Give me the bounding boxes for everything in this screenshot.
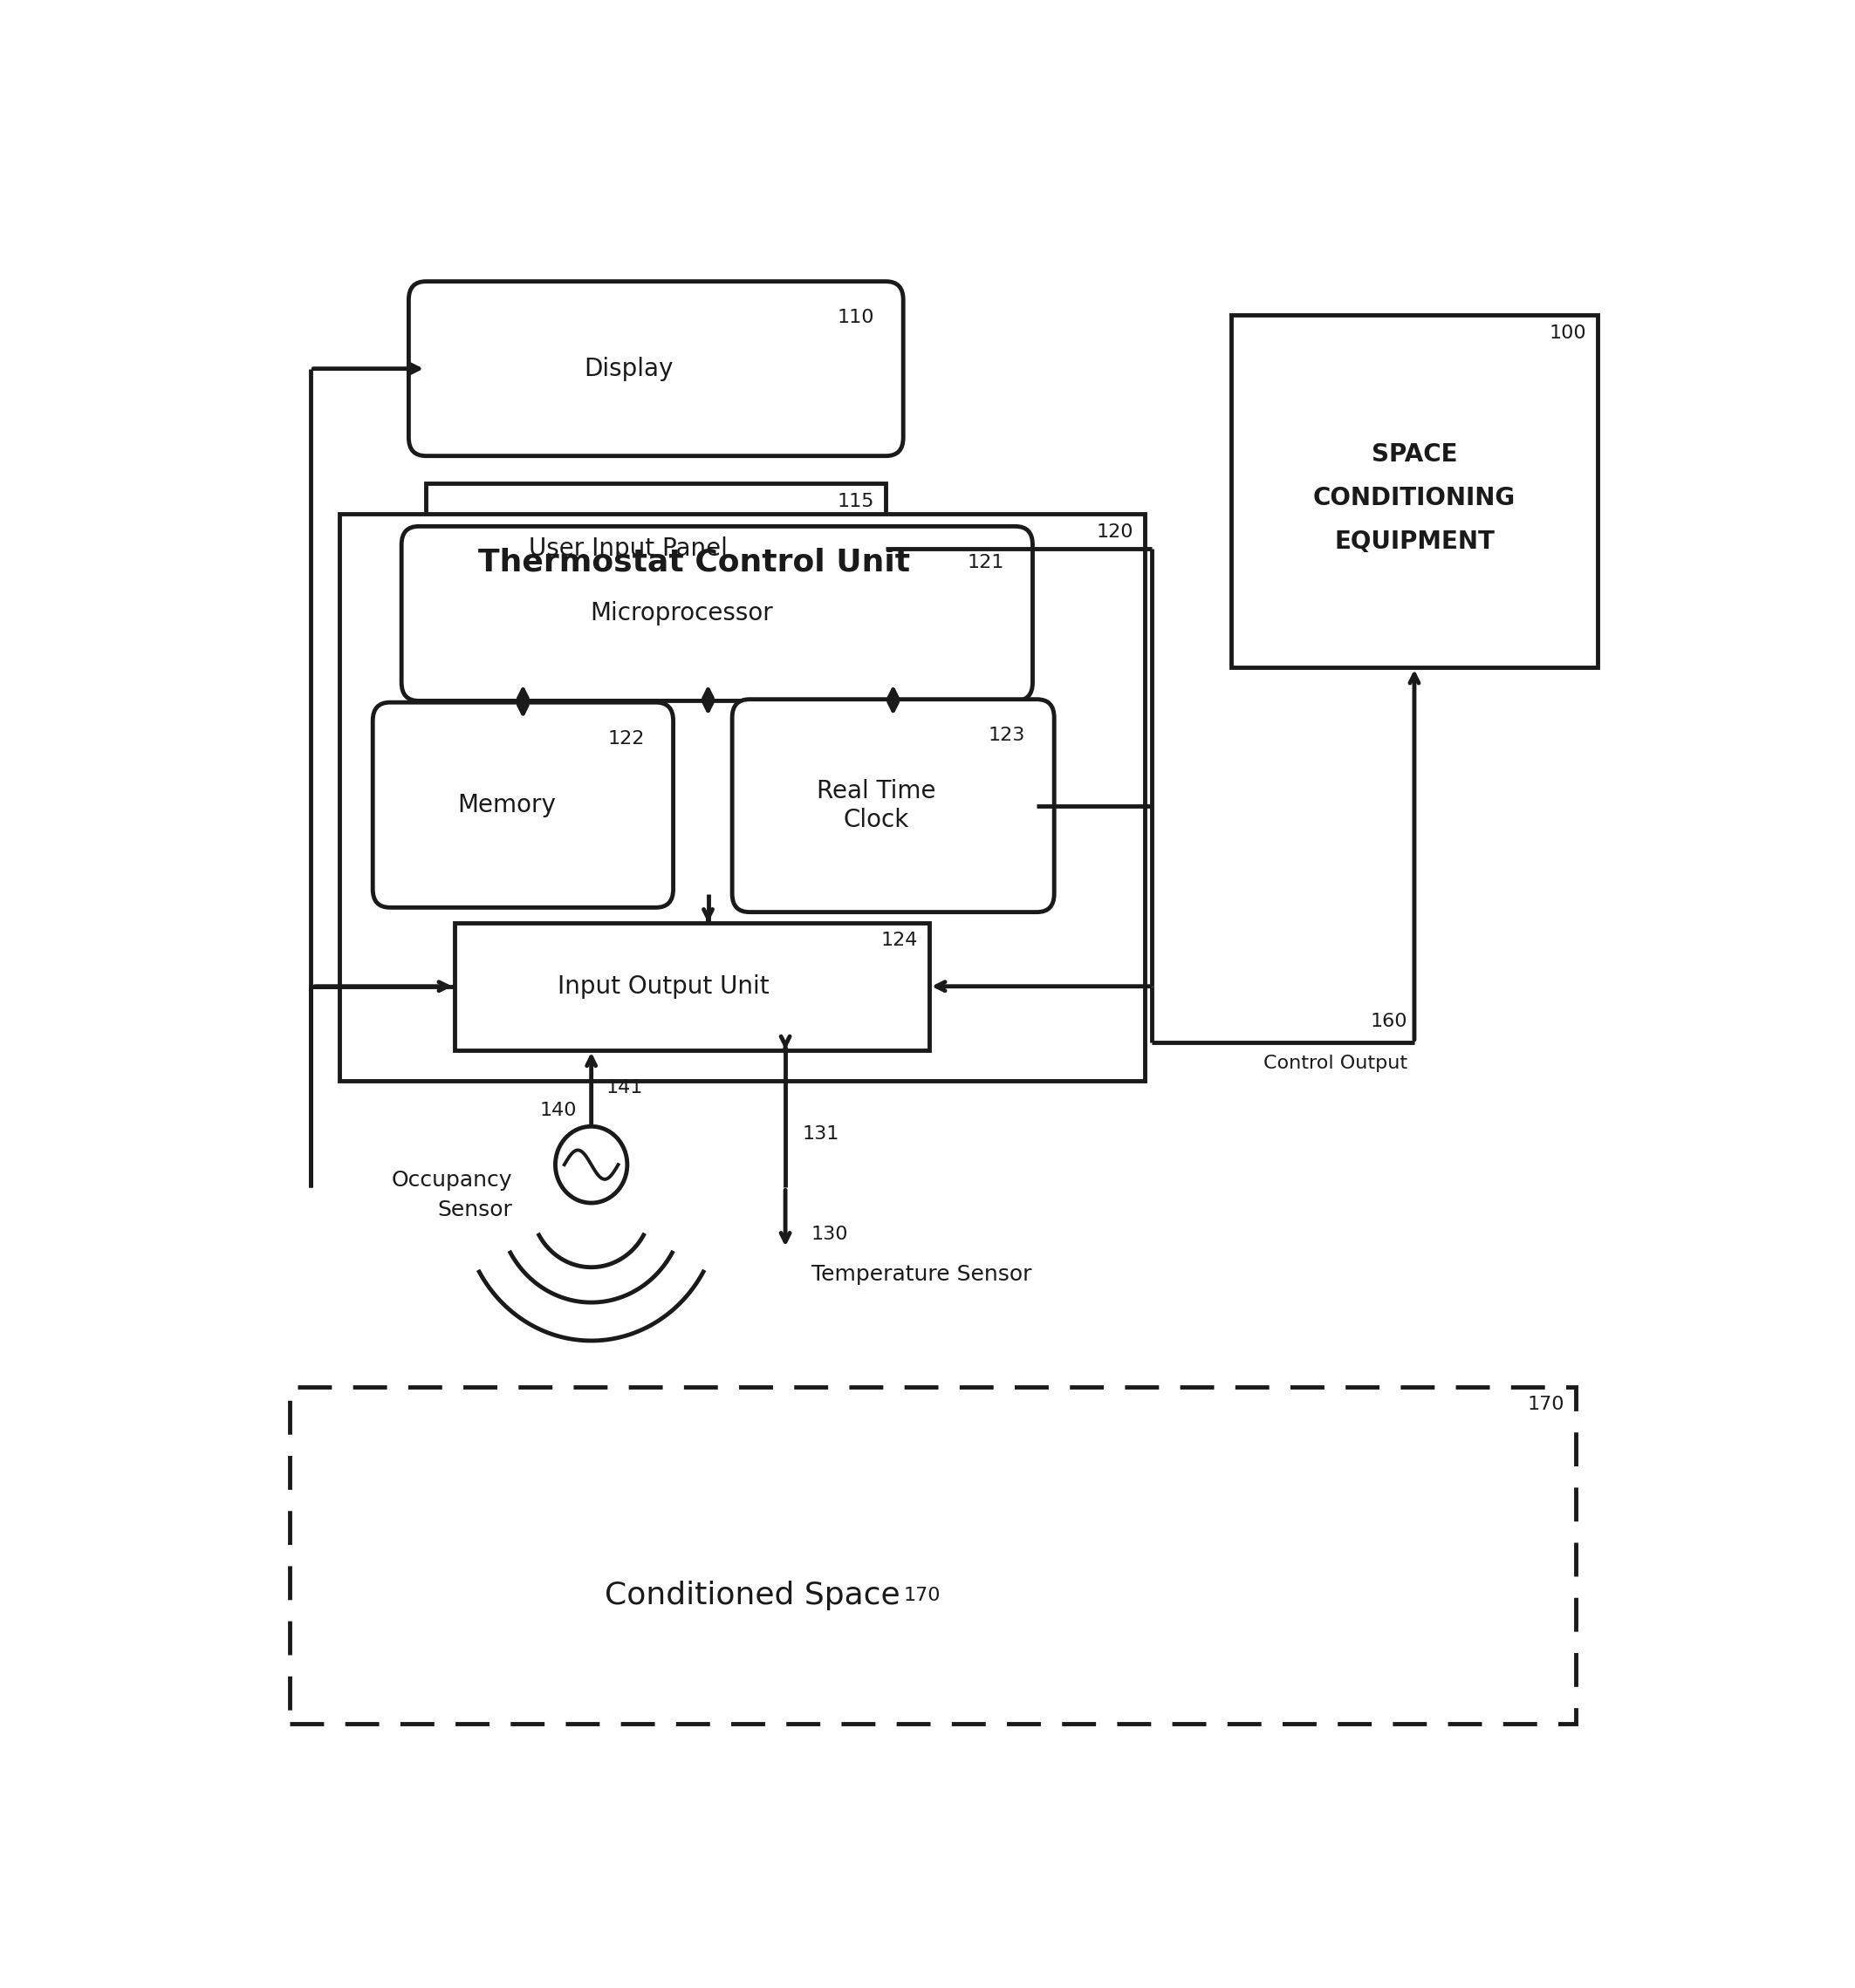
Text: 100: 100 xyxy=(1549,324,1586,342)
Text: Control Output: Control Output xyxy=(1263,1054,1408,1072)
Text: 140: 140 xyxy=(540,1101,577,1119)
Text: Temperature Sensor: Temperature Sensor xyxy=(811,1264,1031,1284)
Text: 170: 170 xyxy=(1527,1396,1564,1413)
Text: 110: 110 xyxy=(837,308,874,326)
Text: Real Time
Clock: Real Time Clock xyxy=(816,779,935,833)
Text: 170: 170 xyxy=(903,1586,940,1604)
Text: Memory: Memory xyxy=(458,793,556,817)
Text: 130: 130 xyxy=(811,1227,848,1242)
Text: 124: 124 xyxy=(881,932,918,950)
FancyBboxPatch shape xyxy=(408,282,903,455)
FancyBboxPatch shape xyxy=(733,700,1054,912)
Text: Thermostat Control Unit: Thermostat Control Unit xyxy=(479,549,911,577)
Text: 123: 123 xyxy=(989,728,1026,744)
FancyBboxPatch shape xyxy=(401,527,1033,702)
Text: SPACE
CONDITIONING
EQUIPMENT: SPACE CONDITIONING EQUIPMENT xyxy=(1313,443,1516,555)
Text: 115: 115 xyxy=(837,493,874,511)
FancyBboxPatch shape xyxy=(373,702,673,907)
Bar xyxy=(454,922,929,1050)
Bar xyxy=(427,483,887,614)
Text: 122: 122 xyxy=(607,730,644,747)
Text: User Input Panel: User Input Panel xyxy=(529,537,727,561)
Text: Display: Display xyxy=(584,356,673,382)
Text: 160: 160 xyxy=(1371,1012,1408,1030)
Text: Occupancy
Sensor: Occupancy Sensor xyxy=(391,1171,512,1221)
Text: Microprocessor: Microprocessor xyxy=(590,602,774,626)
Bar xyxy=(339,515,1145,1081)
Text: 131: 131 xyxy=(803,1125,840,1143)
Text: Input Output Unit: Input Output Unit xyxy=(558,974,770,998)
Bar xyxy=(289,1388,1577,1724)
Text: Conditioned Space: Conditioned Space xyxy=(605,1580,900,1610)
Text: 120: 120 xyxy=(1096,523,1133,541)
Text: 121: 121 xyxy=(966,555,1004,571)
Text: 141: 141 xyxy=(605,1079,642,1097)
Bar xyxy=(1232,316,1597,668)
